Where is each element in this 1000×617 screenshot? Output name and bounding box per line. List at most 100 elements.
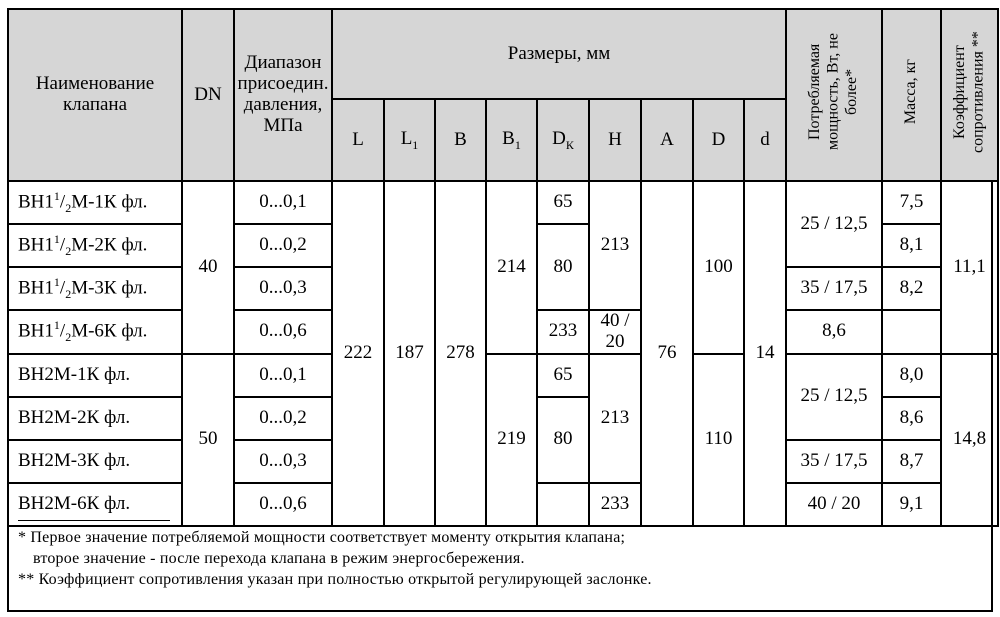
col-B1-sub: 1 <box>514 137 521 152</box>
col-Dk: DК <box>536 98 590 182</box>
row-name: ВН11/2М-1К фл. <box>7 180 183 225</box>
power-cell: 35 / 17,5 <box>785 438 884 484</box>
Dk-empty-cell <box>536 481 590 527</box>
header-mass: Масса, кг <box>881 8 943 182</box>
table-row: ВН11/2М-3К фл. 0...0,3 35 / 17,5 8,2 <box>7 266 998 311</box>
power-cell: 25 / 12,5 <box>785 180 884 268</box>
power-cell: 40 / 20 <box>588 309 642 355</box>
B1-cell: 214 <box>485 180 538 355</box>
Dk-cell: 80 <box>536 223 590 311</box>
name-slash: / <box>59 234 66 256</box>
header-row: Наименование клапана DN Диапазон присоед… <box>7 8 1000 182</box>
coef-cell: 14,8 <box>940 352 1000 527</box>
header-power-text: Потребляемая мощность, Вт, не более* <box>806 33 861 151</box>
name-sup: 1 <box>53 318 60 333</box>
H-cell: 233 <box>536 309 590 355</box>
col-B1-text: B <box>502 127 515 149</box>
name-suffix: М-1К фл. <box>71 191 148 213</box>
header-power: Потребляемая мощность, Вт, не более* <box>785 8 884 182</box>
mass-cell: 8,0 <box>881 352 943 398</box>
valve-spec-table: Наименование клапана DN Диапазон присоед… <box>7 8 1000 527</box>
col-D: D <box>692 98 745 182</box>
header-sizes: Размеры, мм <box>330 8 788 100</box>
pressure-cell: 0...0,6 <box>233 309 333 355</box>
name-sub: 2 <box>65 330 72 345</box>
pressure-cell: 0...0,6 <box>233 481 333 527</box>
power-cell: 35 / 17,5 <box>785 266 884 311</box>
pressure-cell: 0...0,1 <box>233 352 333 398</box>
row-name: ВН2М-6К фл. <box>7 481 183 527</box>
name-sub: 2 <box>65 200 72 215</box>
col-B1: B1 <box>485 98 538 182</box>
table-row: ВН2М-6К фл. 0...0,6 233 40 / 20 9,1 <box>7 481 998 527</box>
header-dn: DN <box>181 8 235 182</box>
row-name: ВН2М-3К фл. <box>7 438 183 484</box>
name-part: ВН1 <box>18 234 54 256</box>
footnote-2: ** Коэффициент сопротивления указан при … <box>18 571 652 588</box>
mass-cell: 8,7 <box>881 438 943 484</box>
footnotes: * Первое значение потребляемой мощности … <box>18 520 978 590</box>
row-name: ВН11/2М-3К фл. <box>7 266 183 311</box>
mass-cell: 8,2 <box>881 266 943 311</box>
col-L1: L1 <box>383 98 436 182</box>
table-row: ВН2М-3К фл. 0...0,3 35 / 17,5 8,7 <box>7 438 998 484</box>
row-name: ВН2М-1К фл. <box>7 352 183 398</box>
name-part: ВН1 <box>18 277 54 299</box>
header-pressure: Диапазон присоедин. давления, МПа <box>233 8 333 182</box>
H-cell: 233 <box>588 481 642 527</box>
row-name: ВН11/2М-2К фл. <box>7 223 183 268</box>
mass-cell: 8,6 <box>881 395 943 441</box>
table-row: ВН2М-1К фл. 50 0...0,1 219 65 213 110 25… <box>7 352 1000 527</box>
name-slash: / <box>59 320 66 342</box>
pressure-cell: 0...0,2 <box>233 395 333 441</box>
name-suffix: М-6К фл. <box>71 320 148 342</box>
name-part: ВН1 <box>18 191 54 213</box>
B-cell: 278 <box>434 180 487 527</box>
footnote-1: * Первое значение потребляемой мощности … <box>18 529 626 546</box>
Dk-cell: 65 <box>536 352 590 398</box>
dn-cell: 50 <box>181 352 235 527</box>
A-cell: 76 <box>640 180 694 527</box>
mass-cell: 9,1 <box>881 481 943 527</box>
coef-cell: 11,1 <box>940 180 1000 355</box>
col-Dk-text: D <box>552 127 566 149</box>
name-sup: 1 <box>53 231 60 246</box>
col-Dk-sub: К <box>565 137 574 152</box>
footnote-rule <box>18 520 170 521</box>
name-sup: 1 <box>53 188 60 203</box>
pressure-cell: 0...0,1 <box>233 180 333 225</box>
L1-cell: 187 <box>383 180 436 527</box>
dn-cell: 40 <box>181 180 235 355</box>
pressure-cell: 0...0,3 <box>233 438 333 484</box>
H-cell: 213 <box>588 352 642 484</box>
name-suffix: М-2К фл. <box>71 234 148 256</box>
Dk-cell: 65 <box>536 180 590 225</box>
header-coef-text: Коэффициент сопротивления ** <box>951 31 987 154</box>
H-cell: 213 <box>588 180 642 311</box>
table-row: ВН11/2М-2К фл. 0...0,2 80 8,1 <box>7 223 998 311</box>
table-row: ВН11/2М-6К фл. 0...0,6 233 40 / 20 8,6 <box>7 309 998 355</box>
name-slash: / <box>59 277 66 299</box>
mass-cell: 7,5 <box>881 180 943 225</box>
header-name: Наименование клапана <box>7 8 183 182</box>
name-sup: 1 <box>53 274 60 289</box>
row-name: ВН11/2М-6К фл. <box>7 309 183 355</box>
power-cell: 40 / 20 <box>785 481 884 527</box>
col-A: A <box>640 98 694 182</box>
name-slash: / <box>59 191 66 213</box>
D-cell: 110 <box>692 352 745 527</box>
name-part: ВН1 <box>18 320 54 342</box>
L-cell: 222 <box>331 180 385 527</box>
name-sub: 2 <box>65 286 72 301</box>
d-cell: 14 <box>742 180 788 527</box>
D-cell: 100 <box>692 180 745 355</box>
col-B: B <box>434 98 487 182</box>
mass-cell: 8,6 <box>785 309 884 355</box>
footnote-1-continued: второе значение - после перехода клапана… <box>33 550 525 567</box>
name-suffix: М-3К фл. <box>71 277 148 299</box>
row-name: ВН2М-2К фл. <box>7 395 183 441</box>
col-d: d <box>742 98 788 182</box>
pressure-cell: 0...0,3 <box>233 266 333 311</box>
col-L1-text: L <box>400 127 413 149</box>
col-H: H <box>588 98 642 182</box>
